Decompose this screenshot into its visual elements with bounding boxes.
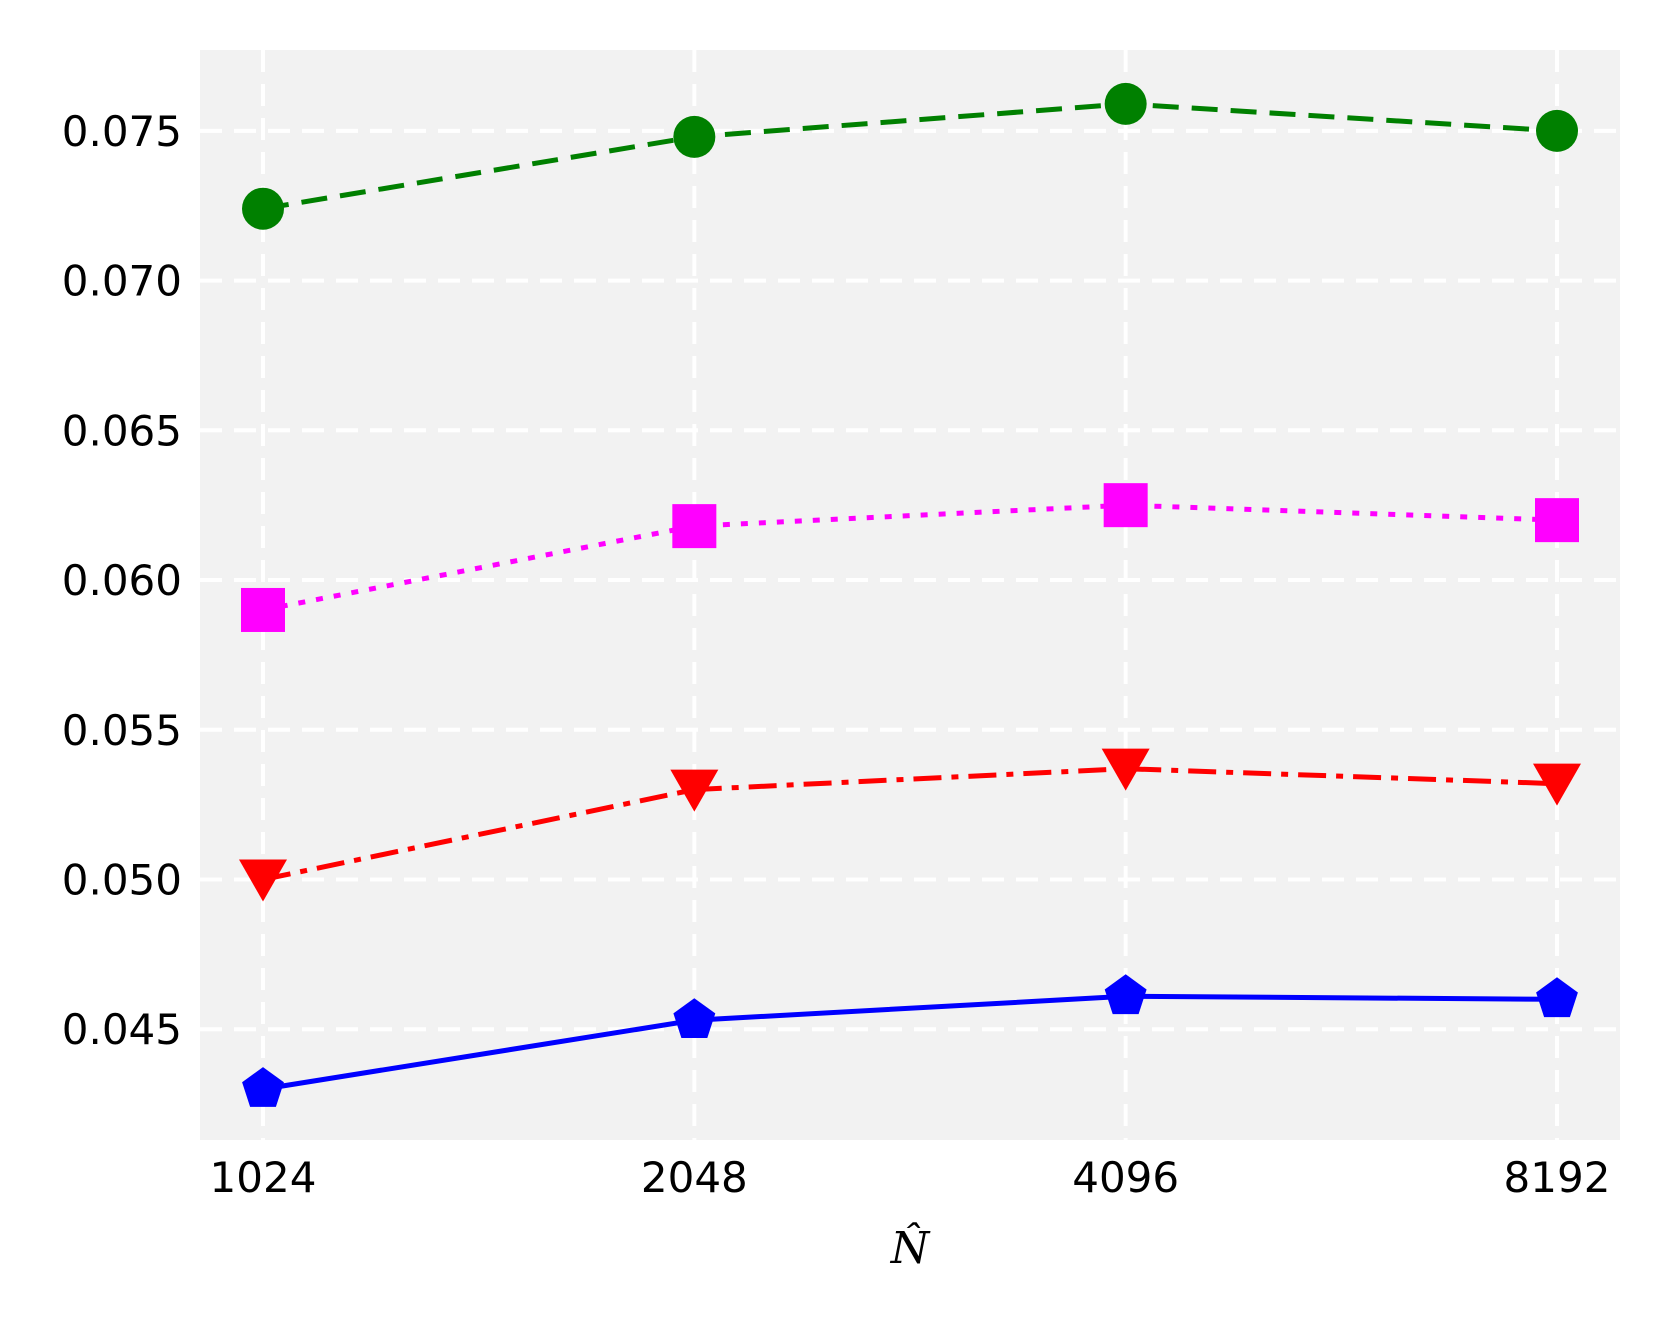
y-tick-label: 0.060	[62, 556, 182, 605]
data-point	[1533, 763, 1581, 806]
y-tick-label: 0.050	[62, 855, 182, 904]
x-tick-label: 1024	[210, 1153, 317, 1202]
series-path	[262, 766, 1558, 882]
data-point	[1101, 748, 1150, 791]
data-point	[242, 187, 284, 230]
y-tick-label: 0.045	[62, 1005, 182, 1054]
y-tick-label: 0.055	[62, 706, 182, 755]
data-point	[673, 998, 716, 1038]
data-point	[1104, 974, 1147, 1015]
data-point	[241, 587, 285, 632]
data-point	[1536, 109, 1578, 152]
series-line-3	[239, 748, 1581, 902]
data-point	[1103, 483, 1148, 528]
series-path	[262, 502, 1558, 613]
y-tick-label: 0.075	[62, 107, 182, 156]
x-tick-label: 4096	[1072, 1153, 1179, 1202]
series-path	[262, 101, 1558, 212]
data-point	[1104, 82, 1147, 125]
series-group	[239, 82, 1581, 1107]
x-tick-label: 8192	[1504, 1153, 1611, 1202]
data-point	[670, 769, 719, 812]
y-tick-label: 0.065	[62, 406, 182, 455]
series-line-2	[241, 483, 1579, 632]
plot-area	[200, 50, 1620, 1140]
data-point	[1535, 498, 1579, 543]
series-line-1	[242, 82, 1578, 230]
y-tick-label: 0.070	[62, 257, 182, 306]
data-point	[1536, 977, 1578, 1018]
series-path	[262, 993, 1558, 1092]
series-line-4	[242, 974, 1578, 1107]
x-axis-label: N̂	[890, 1221, 931, 1274]
data-point	[672, 504, 717, 549]
data-point	[673, 115, 716, 158]
data-point	[242, 1067, 284, 1107]
x-axis: 1024 2048 4096 8192	[210, 1153, 1611, 1202]
data-point	[239, 859, 287, 902]
x-tick-label: 2048	[641, 1153, 748, 1202]
y-axis: 0.045 0.050 0.055 0.060 0.065 0.070 0.075	[62, 107, 182, 1054]
